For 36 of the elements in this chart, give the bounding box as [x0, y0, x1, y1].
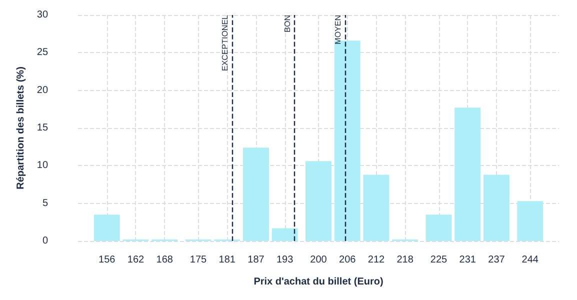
x-tick-label: 212 — [368, 254, 386, 266]
x-tick-label: 200 — [310, 254, 328, 266]
x-tick-label: 193 — [276, 254, 294, 266]
y-tick-label: 20 — [36, 84, 48, 96]
y-tick-label: 25 — [36, 47, 48, 58]
bar — [426, 214, 452, 241]
bar — [517, 201, 544, 241]
x-tick-label: 244 — [522, 254, 539, 266]
y-tick-label: 5 — [42, 198, 48, 209]
x-tick-label: 156 — [98, 254, 116, 266]
y-axis-title: Répartition des billets (%) — [16, 66, 26, 190]
x-tick-label: 225 — [430, 254, 448, 266]
x-tick-label: 181 — [218, 254, 236, 266]
ref-line-label: MOYEN — [333, 14, 342, 44]
bar — [454, 108, 481, 241]
x-tick-label: 168 — [156, 254, 174, 266]
y-tick-label: 10 — [36, 160, 48, 172]
bar — [363, 174, 390, 241]
ref-line-label: EXCEPTIONEL — [220, 14, 230, 72]
y-tick-label: 0 — [42, 236, 48, 246]
bar — [94, 214, 120, 241]
x-tick-label: 187 — [248, 254, 265, 266]
x-tick-label: 237 — [488, 254, 506, 266]
x-tick-label: 218 — [396, 254, 414, 266]
bar — [483, 174, 510, 241]
bar — [272, 228, 298, 241]
x-tick-label: 175 — [190, 254, 208, 266]
x-tick-label: 206 — [339, 254, 356, 266]
bar — [242, 148, 269, 241]
ref-line-label: BON — [282, 14, 292, 32]
y-tick-label: 30 — [36, 10, 48, 20]
x-tick-label: 231 — [459, 254, 476, 266]
x-axis-title: Prix d'achat du billet (Euro) — [254, 276, 384, 288]
x-tick-label: 162 — [127, 254, 145, 266]
bar — [306, 161, 332, 241]
y-tick-label: 15 — [36, 122, 48, 134]
